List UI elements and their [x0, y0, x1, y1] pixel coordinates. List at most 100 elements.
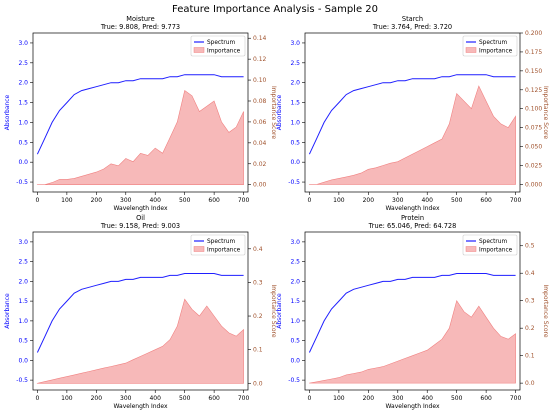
x-tick-label: 700	[238, 197, 250, 204]
legend-box	[462, 234, 518, 256]
importance-area	[308, 299, 516, 384]
y-tick-label: 2.5	[18, 60, 28, 67]
y-tick-label: -0.5	[288, 179, 300, 186]
y-tick-label: 2.0	[18, 80, 28, 87]
y-tick-label: 3.0	[290, 40, 300, 47]
y2-tick-label: 0.075	[525, 125, 542, 132]
axes-frame	[304, 231, 521, 391]
legend-spectrum-label: Spectrum	[479, 239, 507, 245]
y-tick-label: 0.0	[18, 357, 28, 364]
y-tick-label: -0.5	[288, 377, 300, 384]
y2-tick-label: 0.5	[525, 243, 535, 250]
y-tick-label: 0.5	[290, 338, 300, 345]
importance-area	[36, 298, 244, 384]
axes-frame	[32, 231, 249, 391]
x-tick-label: 700	[510, 395, 522, 402]
y-tick-label: 1.5	[290, 298, 300, 305]
importance-area	[308, 85, 516, 185]
x-tick-label: 500	[451, 197, 463, 204]
y-tick-label: 2.0	[290, 80, 300, 87]
90: Importance Score	[542, 86, 549, 139]
x-tick-label: 0	[308, 197, 312, 204]
x-axis-label: Wavelength Index	[385, 205, 439, 212]
legend-importance-swatch	[465, 246, 477, 252]
90: Importance Score	[270, 284, 277, 337]
90: Importance Score	[270, 86, 277, 139]
y-tick-label: 0.5	[18, 338, 28, 345]
x-tick-label: 400	[421, 395, 433, 402]
y-tick-label: 1.5	[18, 298, 28, 305]
legend: Spectrum Importance	[190, 35, 246, 57]
legend-importance-label: Importance	[207, 248, 241, 254]
spectrum-line	[36, 273, 244, 353]
x-tick-label: 300	[120, 197, 132, 204]
y-tick-label: 2.5	[290, 60, 300, 67]
y-tick-label: 3.0	[18, 239, 28, 246]
subplot-title: Starch	[402, 15, 423, 23]
x-tick-label: 200	[91, 395, 103, 402]
legend-importance-swatch	[193, 246, 205, 252]
y2-tick-label: 0.4	[253, 246, 263, 253]
y2-tick-label: 0.12	[253, 56, 267, 63]
legend: Spectrum Importance	[190, 234, 246, 256]
y-tick-label: 0.5	[18, 139, 28, 146]
axes-frame	[304, 32, 521, 193]
y-axis-label: Absorbance	[4, 293, 11, 329]
y2-tick-label: 0.175	[525, 49, 542, 56]
y2-tick-label: 0.06	[253, 119, 267, 126]
legend-box	[190, 234, 246, 256]
x-tick-label: 500	[179, 197, 191, 204]
y-tick-label: 2.0	[18, 278, 28, 285]
y2-tick-label: 0.3	[525, 298, 535, 305]
y2-tick-label: 0.00	[253, 182, 267, 189]
y-tick-label: 3.0	[18, 40, 28, 47]
legend-importance-swatch	[465, 47, 477, 53]
x-tick-label: 200	[363, 197, 375, 204]
y2-tick-label: 0.025	[525, 163, 542, 170]
figure-suptitle: Feature Importance Analysis - Sample 20	[171, 4, 378, 15]
y-axis-label: Absorbance	[276, 293, 283, 329]
y2-tick-label: 0.1	[525, 353, 535, 360]
spectrum-line	[308, 273, 516, 353]
legend-importance-label: Importance	[479, 248, 513, 254]
y2-tick-label: 0.0	[525, 380, 535, 387]
subplot-title: Moisture	[126, 15, 154, 23]
subplot-title: Protein	[401, 214, 424, 222]
y-tick-label: 3.0	[290, 239, 300, 246]
x-tick-label: 300	[392, 395, 404, 402]
legend-spectrum-label: Spectrum	[479, 40, 507, 46]
y2-tick-label: 0.125	[525, 87, 542, 94]
legend-spectrum-label: Spectrum	[207, 40, 235, 46]
y-tick-label: 1.0	[290, 318, 300, 325]
x-tick-label: 0	[36, 395, 40, 402]
y-tick-label: -0.5	[16, 179, 28, 186]
y2-tick-label: 0.14	[253, 35, 267, 42]
legend: Spectrum Importance	[462, 234, 518, 256]
y-tick-label: 2.5	[18, 259, 28, 266]
subplot-subtitle: True: 3.764, Pred: 3.720	[372, 23, 452, 31]
y2-tick-label: 0.050	[525, 144, 542, 151]
legend-box	[190, 35, 246, 57]
y2-tick-label: 0.3	[253, 279, 263, 286]
x-tick-label: 300	[120, 395, 132, 402]
y-axis-label: Absorbance	[276, 94, 283, 130]
x-tick-label: 400	[149, 197, 161, 204]
y-tick-label: 1.0	[18, 119, 28, 126]
legend-box	[462, 35, 518, 57]
legend-importance-label: Importance	[207, 49, 241, 55]
y2-tick-label: 0.150	[525, 68, 542, 75]
importance-area	[36, 89, 244, 185]
legend-importance-label: Importance	[479, 49, 513, 55]
y-tick-label: 2.0	[290, 278, 300, 285]
y-tick-label: 1.5	[18, 100, 28, 107]
x-tick-label: 500	[451, 395, 463, 402]
x-axis-label: Wavelength Index	[113, 205, 167, 212]
x-tick-label: 400	[421, 197, 433, 204]
x-tick-label: 600	[208, 197, 220, 204]
y-tick-label: 2.5	[290, 259, 300, 266]
y-tick-label: 0.0	[18, 159, 28, 166]
y-tick-label: 1.0	[290, 119, 300, 126]
